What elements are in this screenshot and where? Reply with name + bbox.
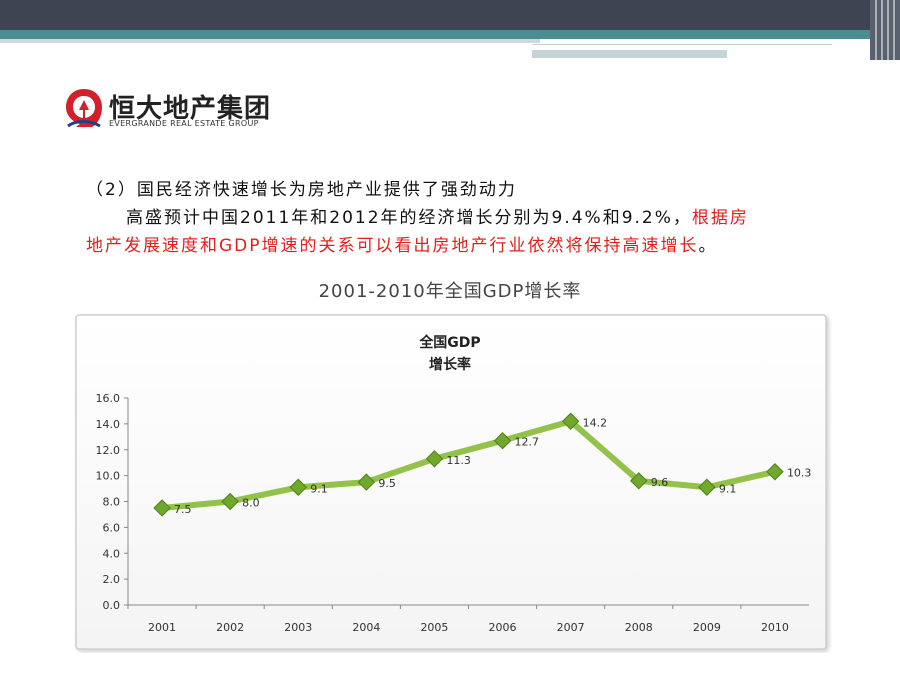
- data-point-marker: [493, 431, 512, 450]
- logo-name-cn: 恒大地产集团: [109, 94, 272, 124]
- data-point-marker: [561, 412, 580, 430]
- x-tick-label: 2004: [352, 621, 380, 634]
- chart-title-line1: 全国GDP: [418, 334, 480, 351]
- data-label: 9.1: [719, 482, 737, 495]
- y-tick-label: 10.0: [96, 470, 121, 483]
- header-stripe-short: [532, 50, 727, 58]
- heading-line: （2）国民经济快速增长为房地产业提供了强劲动力: [86, 180, 517, 200]
- y-tick-label: 12.0: [96, 444, 121, 457]
- header-bar: [0, 0, 900, 30]
- gdp-chart: 全国GDP 增长率 0.0 2.0 4.0 6.0 8.0 10.0 12.0 14.0 16.…: [74, 313, 832, 653]
- data-label: 9.5: [378, 477, 396, 490]
- header-accent-bar: [0, 30, 900, 39]
- highlight-text: 根据房: [691, 208, 749, 228]
- x-tick-label: 2009: [693, 621, 721, 634]
- chart-canvas: 全国GDP 增长率 0.0 2.0 4.0 6.0 8.0 10.0 12.0 14.0 16.…: [75, 314, 827, 650]
- x-tick-label: 2008: [625, 621, 653, 634]
- y-tick-label: 6.0: [103, 521, 121, 534]
- data-label: 7.5: [174, 503, 192, 516]
- y-tick-label: 0.0: [103, 599, 121, 612]
- logo-name-en: EVERGRANDE REAL ESTATE GROUP: [109, 119, 259, 128]
- data-point-marker: [698, 478, 716, 496]
- data-point-marker: [221, 492, 239, 511]
- data-label: 12.7: [515, 436, 540, 449]
- period: 。: [698, 236, 718, 256]
- data-point-marker: [630, 472, 648, 490]
- company-logo: 恒大地产集团 EVERGRANDE REAL ESTATE GROUP: [62, 86, 302, 136]
- data-label: 11.3: [446, 454, 471, 467]
- evergrande-logo-icon: [66, 89, 102, 128]
- paragraph-text: 高盛预计中国2011年和2012年的经济增长分别为9.4%和9.2%，: [126, 208, 692, 228]
- data-label: 8.0: [242, 497, 260, 510]
- y-tick-label: 4.0: [103, 547, 121, 560]
- data-point-marker: [425, 450, 444, 468]
- corner-decoration: [870, 0, 900, 60]
- body-text: （2）国民经济快速增长为房地产业提供了强劲动力 高盛预计中国2011年和2012…: [86, 176, 826, 260]
- data-point-marker: [289, 478, 307, 496]
- header-stripe-thin: [532, 44, 832, 48]
- data-label: 10.3: [787, 467, 812, 480]
- x-tick-label: 2003: [284, 621, 312, 634]
- chart-subtitle: 2001-2010年全国GDP增长率: [318, 281, 582, 302]
- data-label: 14.2: [583, 416, 608, 429]
- paragraph-line-2: 高盛预计中国2011年和2012年的经济增长分别为9.4%和9.2%，根据房: [86, 204, 826, 232]
- x-tick-label: 2001: [148, 621, 176, 634]
- x-tick-label: 2007: [557, 621, 585, 634]
- data-label: 9.6: [651, 476, 669, 489]
- y-tick-label: 8.0: [103, 496, 121, 509]
- series-line: [159, 418, 778, 511]
- y-tick-label: 2.0: [103, 573, 121, 586]
- x-tick-label: 2010: [761, 621, 789, 634]
- x-tick-label: 2005: [420, 621, 448, 634]
- header-stripe: [0, 39, 540, 43]
- chart-title-line2: 增长率: [429, 356, 471, 373]
- highlight-text-cont: 地产发展速度和GDP增速的关系可以看出房地产行业依然将保持高速增长: [86, 236, 699, 256]
- y-tick-label: 14.0: [96, 418, 121, 431]
- data-point-marker: [766, 463, 784, 481]
- data-point-marker: [153, 499, 171, 517]
- x-tick-label: 2006: [489, 621, 517, 634]
- data-label: 9.1: [310, 482, 328, 495]
- data-point-marker: [357, 473, 376, 491]
- paragraph-line-3: 地产发展速度和GDP增速的关系可以看出房地产行业依然将保持高速增长。: [86, 232, 826, 260]
- y-tick-label: 16.0: [96, 392, 121, 405]
- x-tick-label: 2002: [216, 621, 244, 634]
